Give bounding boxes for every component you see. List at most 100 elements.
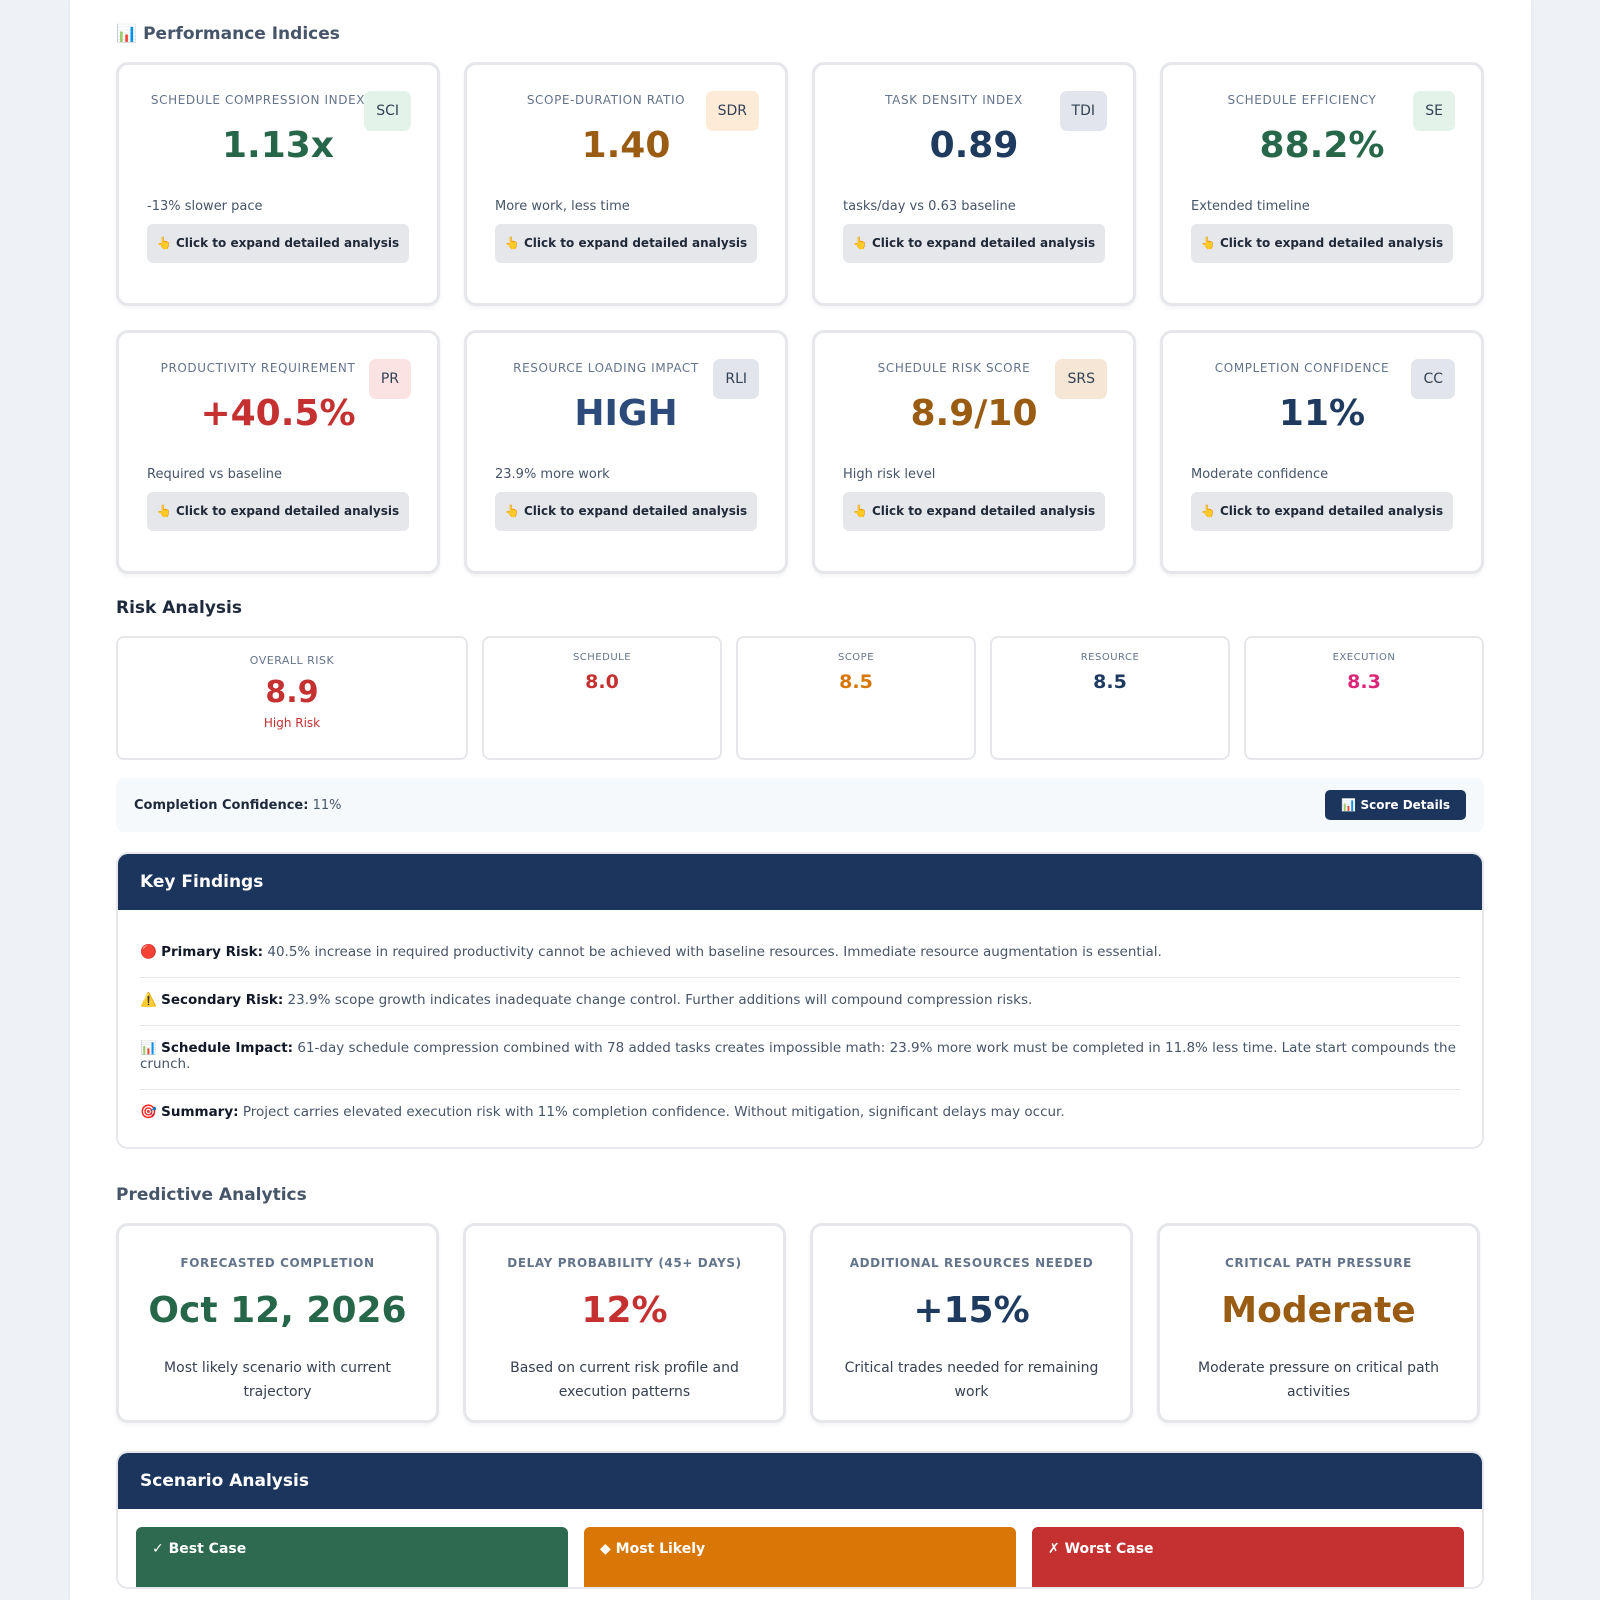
expand-button[interactable]: 👆 Click to expand detailed analysis (843, 492, 1105, 531)
scenario-row: ✓ Best Case ◆ Most Likely ✗ Worst Case (118, 1509, 1482, 1587)
card-value: Moderate (1221, 1290, 1416, 1331)
card-row: PRODUCTIVITY REQUIREMENT PR +40.5% Required… (116, 330, 1484, 574)
findings-panel: Key Findings 🔴 Primary Risk: 40.5% increa… (116, 852, 1484, 1149)
card-value: HIGH (574, 393, 678, 434)
card-label: SCHEDULE EFFICIENCY (1227, 93, 1377, 107)
panel-header: Scenario Analysis (118, 1453, 1482, 1509)
finding-text: 40.5% increase in required productivity … (267, 944, 1162, 960)
card-label: SCOPE-DURATION RATIO (526, 93, 686, 107)
finding-icon: ⚠️ (140, 992, 157, 1008)
card-label: SCHEDULE RISK SCORE (877, 361, 1031, 375)
main-panel: 📊 Performance Indices SCHEDULE COMPRESSIO… (70, 0, 1531, 1600)
card-badge: SCI (364, 91, 411, 131)
card-label: TASK DENSITY INDEX (885, 93, 1023, 107)
confidence-text: Completion Confidence: 11% (134, 798, 342, 813)
expand-button[interactable]: 👆 Click to expand detailed analysis (495, 224, 757, 263)
score-details-button[interactable]: 📊 Score Details (1325, 790, 1466, 820)
card-value: 88.2% (1259, 125, 1385, 166)
card-value: 8.9/10 (910, 393, 1038, 434)
confidence-label: Completion Confidence: (134, 797, 309, 813)
finding: 🔴 Primary Risk: 40.5% increase in requir… (140, 930, 1460, 978)
finding-label: Summary: (161, 1104, 239, 1120)
card-value: +40.5% (200, 393, 356, 434)
card-note: Critical trades needed for remaining wor… (844, 1360, 1099, 1400)
index-card[interactable]: RESOURCE LOADING IMPACT RLI HIGH 23.9% more… (464, 330, 788, 574)
card-value: 12% (581, 1290, 668, 1331)
card-value: 11% (1278, 393, 1366, 434)
index-card[interactable]: SCOPE-DURATION RATIO SDR 1.40 More work, le… (464, 62, 788, 306)
finding: 🎯 Summary: Project carries elevated exec… (140, 1090, 1460, 1137)
finding-icon: 📊 (140, 1040, 157, 1056)
risk-value: 8.0 (585, 671, 619, 693)
card-label: ADDITIONAL RESOURCES NEEDED (849, 1256, 1094, 1270)
section-title: Risk Analysis (116, 598, 242, 618)
confidence-value: 11% (312, 797, 342, 813)
expand-button[interactable]: 👆 Click to expand detailed analysis (843, 224, 1105, 263)
risk-label: OVERALL RISK (249, 654, 335, 667)
card-note: Based on current risk profile and execut… (510, 1360, 739, 1400)
finding-label: Schedule Impact: (161, 1040, 294, 1056)
risk-row: OVERALL RISK 8.9 High Risk SCHEDULE 8.0 SCOPE… (116, 636, 1484, 760)
card-badge: SRS (1055, 359, 1107, 399)
risk-value: 8.5 (1093, 671, 1127, 693)
prediction-card: CRITICAL PATH PRESSURE Moderate Moderate p… (1157, 1223, 1480, 1423)
finding-text: Project carries elevated execution risk … (242, 1104, 1065, 1120)
card-badge: PR (368, 359, 411, 399)
risk-component: SCHEDULE 8.0 (482, 636, 722, 760)
card-note: -13% slower pace (147, 199, 263, 214)
card-label: DELAY PROBABILITY (45+ DAYS) (507, 1256, 742, 1270)
confidence-bar: Completion Confidence: 11% 📊 Score Detail… (116, 778, 1484, 832)
card-value: 0.89 (929, 125, 1019, 166)
overall-risk: OVERALL RISK 8.9 High Risk (116, 636, 468, 760)
card-label: PRODUCTIVITY REQUIREMENT (160, 361, 356, 375)
expand-button[interactable]: 👆 Click to expand detailed analysis (147, 224, 409, 263)
risk-label: SCOPE (837, 652, 875, 663)
finding-icon: 🎯 (140, 1104, 157, 1120)
index-card[interactable]: COMPLETION CONFIDENCE CC 11% Moderate confi… (1160, 330, 1484, 574)
card-note: Required vs baseline (147, 467, 283, 482)
risk-label: SCHEDULE (572, 652, 632, 663)
risk-component: RESOURCE 8.5 (990, 636, 1230, 760)
risk-component: SCOPE 8.5 (736, 636, 976, 760)
expand-button[interactable]: 👆 Click to expand detailed analysis (147, 492, 409, 531)
section-title: Predictive Analytics (116, 1185, 307, 1205)
risk-label: RESOURCE (1080, 652, 1140, 663)
card-label: RESOURCE LOADING IMPACT (513, 361, 699, 375)
finding: 📊 Schedule Impact: 61-day schedule compr… (140, 1026, 1460, 1090)
card-value: Oct 12, 2026 (148, 1290, 407, 1331)
risk-component: EXECUTION 8.3 (1244, 636, 1484, 760)
finding-text: 61-day schedule compression combined wit… (140, 1040, 1456, 1072)
card-badge: CC (1411, 359, 1455, 399)
expand-button[interactable]: 👆 Click to expand detailed analysis (1191, 224, 1453, 263)
expand-button[interactable]: 👆 Click to expand detailed analysis (495, 492, 757, 531)
card-note: tasks/day vs 0.63 baseline (843, 199, 1016, 214)
card-badge: SDR (705, 91, 759, 131)
card-note: Most likely scenario with current trajec… (164, 1360, 391, 1400)
index-card[interactable]: SCHEDULE EFFICIENCY SE 88.2% Extended timel… (1160, 62, 1484, 306)
scenario-panel: Scenario Analysis ✓ Best Case ◆ Most Likel… (116, 1451, 1484, 1589)
finding: ⚠️ Secondary Risk: 23.9% scope growth in… (140, 978, 1460, 1026)
expand-button[interactable]: 👆 Click to expand detailed analysis (1191, 492, 1453, 531)
finding-label: Primary Risk: (161, 944, 264, 960)
index-card[interactable]: SCHEDULE COMPRESSION INDEX SCI 1.13x -13% s… (116, 62, 440, 306)
prediction-card: FORECASTED COMPLETION Oct 12, 2026 Most li… (116, 1223, 439, 1423)
panel-header: Key Findings (118, 854, 1482, 910)
card-label: COMPLETION CONFIDENCE (1214, 361, 1390, 375)
index-card[interactable]: PRODUCTIVITY REQUIREMENT PR +40.5% Required… (116, 330, 440, 574)
card-note: High risk level (843, 467, 936, 482)
card-badge: SE (1413, 91, 1455, 131)
section-title: 📊 Performance Indices (116, 24, 340, 44)
index-card[interactable]: SCHEDULE RISK SCORE SRS 8.9/10 High risk le… (812, 330, 1136, 574)
scenario-card: ✗ Worst Case (1032, 1527, 1464, 1587)
finding-label: Secondary Risk: (161, 992, 284, 1008)
predictive-row: FORECASTED COMPLETION Oct 12, 2026 Most li… (116, 1223, 1484, 1423)
index-card[interactable]: TASK DENSITY INDEX TDI 0.89 tasks/day vs 0.… (812, 62, 1136, 306)
card-badge: RLI (713, 359, 759, 399)
findings-list: 🔴 Primary Risk: 40.5% increase in requir… (118, 910, 1482, 1147)
card-value: +15% (913, 1290, 1030, 1331)
risk-value: 8.3 (1347, 671, 1381, 693)
card-note: Moderate pressure on critical path activ… (1197, 1360, 1439, 1400)
prediction-card: DELAY PROBABILITY (45+ DAYS) 12% Based on … (463, 1223, 786, 1423)
card-label: SCHEDULE COMPRESSION INDEX (150, 93, 366, 107)
finding-text: 23.9% scope growth indicates inadequate … (287, 992, 1033, 1008)
